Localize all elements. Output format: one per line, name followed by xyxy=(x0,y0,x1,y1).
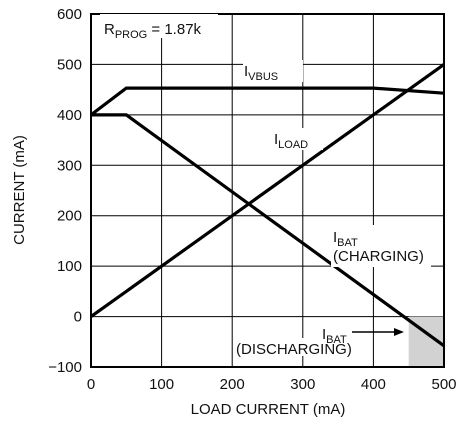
y-tick-label: 100 xyxy=(57,258,82,275)
y-tick-label: 500 xyxy=(57,56,82,73)
series-lines xyxy=(90,63,445,348)
ibat-charging-sub: BAT xyxy=(337,237,358,249)
ivbus-main: I xyxy=(244,63,248,80)
ibat-discharging-line2: (DISCHARGING) xyxy=(236,341,352,358)
rprog-annotation: RPROG = 1.87k xyxy=(100,14,218,41)
iload-main: I xyxy=(274,131,278,148)
iload-sub: LOAD xyxy=(278,139,308,151)
plot-frame xyxy=(90,13,445,368)
rprog-tail: = 1.87k xyxy=(147,21,201,38)
ibat-discharging-sub: BAT xyxy=(326,334,347,346)
svg-text:IBAT: IBAT xyxy=(322,326,347,346)
svg-text:ILOAD: ILOAD xyxy=(274,131,308,151)
y-tick-labels: −100 0 100 200 300 400 500 600 xyxy=(48,6,82,376)
svg-text:RPROG = 1.87k: RPROG = 1.87k xyxy=(104,21,202,41)
x-axis-title: LOAD CURRENT (mA) xyxy=(191,401,346,418)
y-tick-label: 300 xyxy=(57,157,82,174)
x-tick-label: 100 xyxy=(149,376,174,393)
series-line-ibat xyxy=(91,113,445,348)
ivbus-annotation: IVBUS xyxy=(243,60,303,83)
rprog-main: R xyxy=(104,21,115,38)
x-tick-label: 500 xyxy=(431,376,456,393)
y-tick-label: 600 xyxy=(57,6,82,23)
y-tick-label: 400 xyxy=(57,107,82,124)
x-tick-label: 400 xyxy=(361,376,386,393)
iload-annotation: ILOAD xyxy=(273,128,323,151)
ibat-discharging-annotation: IBAT (DISCHARGING) xyxy=(236,326,404,358)
ibat-discharging-arrowhead xyxy=(394,328,404,336)
svg-text:IBAT: IBAT xyxy=(333,229,358,249)
ibat-discharging-main: I xyxy=(322,326,326,343)
ibat-discharging-label-background xyxy=(236,338,359,356)
x-tick-label: 300 xyxy=(290,376,315,393)
ibat-charging-line2: (CHARGING) xyxy=(333,248,424,265)
rprog-sub: PROG xyxy=(115,29,147,41)
ibat-charging-label-background xyxy=(331,225,431,267)
y-tick-label: 200 xyxy=(57,208,82,225)
y-tick-label: −100 xyxy=(48,359,82,376)
svg-text:IVBUS: IVBUS xyxy=(244,63,278,83)
ibat-charging-main: I xyxy=(333,229,337,246)
x-tick-labels: 0 100 200 300 400 500 xyxy=(87,376,457,393)
ivbus-sub: VBUS xyxy=(248,71,278,83)
series-line-iload xyxy=(90,63,445,318)
iload-label-background xyxy=(273,128,323,150)
x-tick-label: 0 xyxy=(87,376,95,393)
x-tick-label: 200 xyxy=(220,376,245,393)
rprog-label-background xyxy=(100,14,218,38)
y-axis-title: CURRENT (mA) xyxy=(11,135,28,245)
y-tick-label: 0 xyxy=(74,309,82,326)
ivbus-label-background xyxy=(243,60,303,82)
ibat-charging-annotation: IBAT (CHARGING) xyxy=(331,225,431,267)
